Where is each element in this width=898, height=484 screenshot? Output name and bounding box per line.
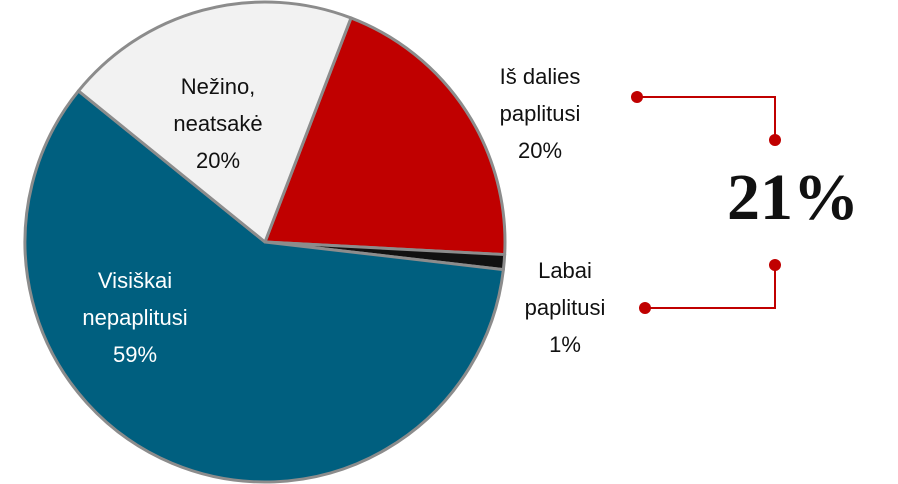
- dot: [769, 134, 781, 146]
- value-label: 20%: [195, 148, 241, 173]
- slice-label: Labai paplitusi 1%: [510, 252, 620, 363]
- slice-label: Visiškai nepaplitusi 59%: [50, 262, 220, 373]
- value-label: 20%: [517, 138, 563, 163]
- slice-label: Iš dalies paplitusi 20%: [475, 58, 605, 169]
- pie: [23, 0, 507, 484]
- connector: [645, 265, 776, 309]
- dot: [769, 259, 781, 271]
- annotation: 21%: [727, 161, 859, 234]
- value-label: 1%: [549, 332, 581, 357]
- slice: [76, 0, 353, 244]
- dot: [631, 91, 643, 103]
- value-label: 59%: [112, 342, 158, 367]
- category-label: Visiškai nepaplitusi: [82, 268, 188, 330]
- connector-dots: [631, 91, 781, 314]
- category-label: Labai paplitusi: [524, 258, 606, 320]
- slice-label: Nežino, neatsakė 20%: [148, 68, 288, 179]
- category-label: Nežino, neatsakė: [173, 74, 263, 136]
- category-label: Iš dalies paplitusi: [499, 64, 581, 126]
- connector: [637, 96, 776, 140]
- slice: [23, 89, 505, 484]
- connectors: [637, 96, 776, 309]
- slice: [263, 16, 507, 257]
- dot: [639, 302, 651, 314]
